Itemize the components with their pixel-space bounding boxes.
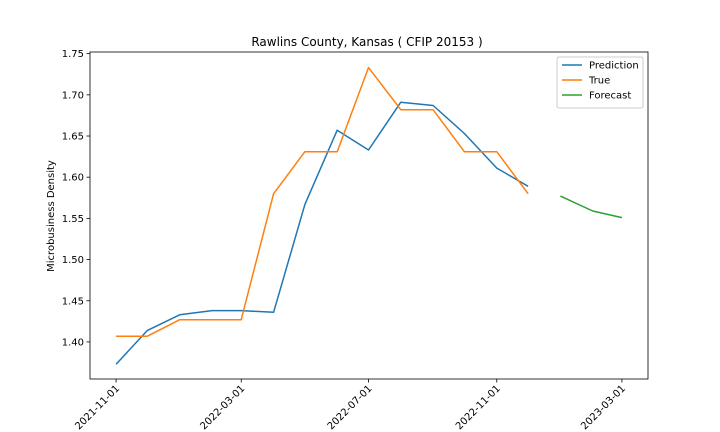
series-line-true — [116, 66, 529, 337]
y-tick-label: 1.75 — [62, 49, 84, 60]
legend-label: Forecast — [589, 91, 631, 102]
y-tick-label: 1.50 — [62, 255, 84, 266]
y-tick-label: 1.70 — [62, 90, 84, 101]
axes-frame — [89, 51, 649, 380]
x-tick-label: 2022-03-01 — [198, 383, 247, 432]
legend: Prediction True Forecast — [556, 56, 644, 109]
plot-area: 1.40 1.45 1.50 1.55 1.60 1.65 1.70 1.75 2021-11-… — [62, 49, 628, 432]
y-tick-label: 1.40 — [62, 337, 84, 348]
y-tick-label: 1.60 — [62, 173, 84, 184]
legend-label: Prediction — [589, 61, 639, 72]
x-tick-label: 2022-11-01 — [454, 383, 503, 432]
series-line-forecast — [560, 195, 623, 219]
series-line-prediction — [115, 101, 529, 365]
y-tick-label: 1.55 — [62, 214, 84, 225]
x-tick-label: 2022-07-01 — [326, 383, 375, 432]
legend-label: True — [588, 76, 610, 87]
chart-title: Rawlins County, Kansas ( CFIP 20153 ) — [251, 35, 482, 49]
y-tick-label: 1.45 — [62, 296, 84, 307]
x-tick-label: 2021-11-01 — [73, 383, 122, 432]
x-tick-label: 2023-03-01 — [579, 383, 628, 432]
y-tick-label: 1.65 — [62, 132, 84, 143]
y-axis-title: Microbusiness Density — [46, 160, 57, 272]
